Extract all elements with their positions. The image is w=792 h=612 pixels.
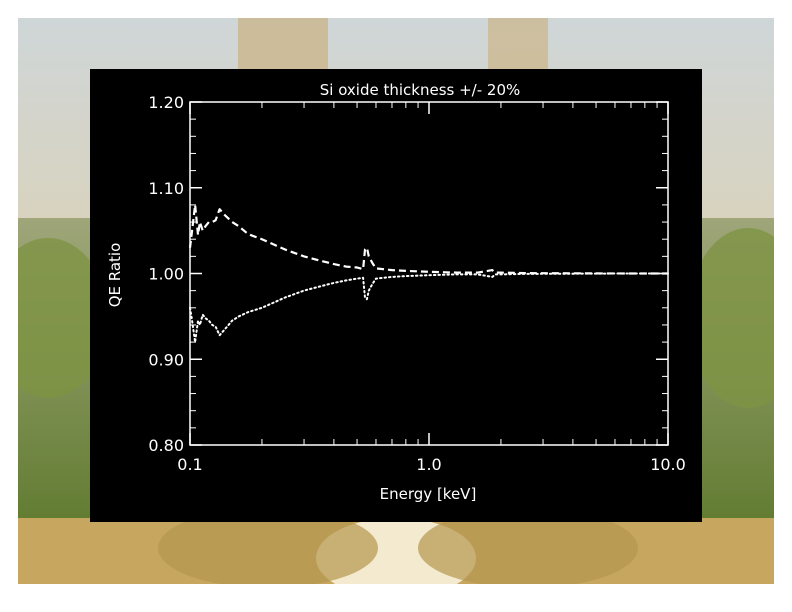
y-tick-label: 0.90: [148, 350, 184, 369]
y-tick-label: 1.20: [148, 93, 184, 112]
series-dotted-line: [189, 272, 669, 344]
x-tick-label: 0.1: [177, 455, 202, 474]
y-axis-label: QE Ratio: [106, 243, 124, 308]
y-tick-label: 1.10: [148, 179, 184, 198]
chart-title: Si oxide thickness +/- 20%: [320, 81, 521, 99]
x-axis-label: Energy [keV]: [380, 485, 477, 503]
series-layer: [188, 203, 669, 344]
x-tick-label: 10.0: [650, 455, 686, 474]
y-tick-label: 1.00: [148, 265, 184, 284]
x-tick-label: 1.0: [416, 455, 441, 474]
plot-panel: [90, 69, 702, 522]
series-dashed-line: [188, 203, 668, 275]
axis-ticks: 0.80 0.90 1.00 1.10 1.20 0.1 1.0 10.0: [148, 93, 685, 474]
y-tick-label: 0.80: [148, 436, 184, 455]
